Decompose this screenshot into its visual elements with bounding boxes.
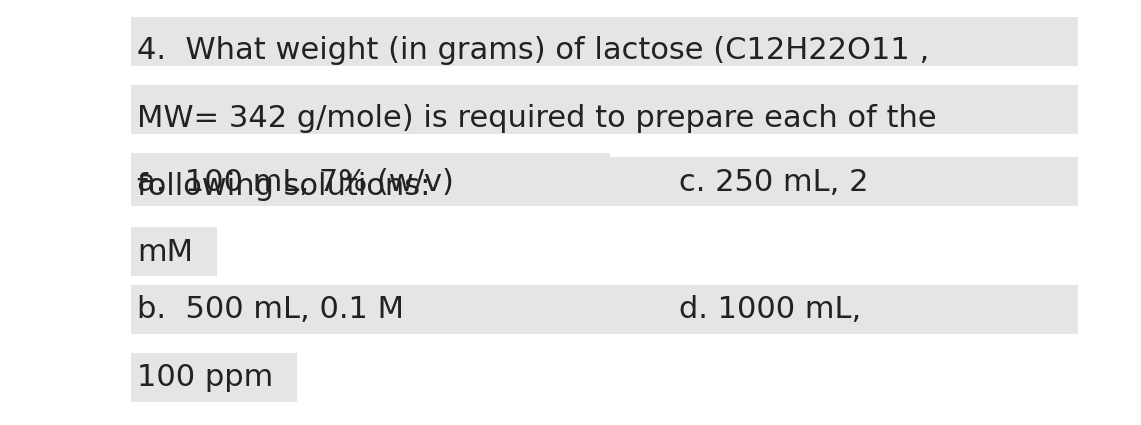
Bar — [131, 285, 1078, 334]
Bar — [131, 85, 1078, 134]
Bar — [131, 153, 610, 202]
Text: following solutions:: following solutions: — [137, 172, 430, 201]
Text: c. 250 mL, 2: c. 250 mL, 2 — [679, 168, 868, 197]
Text: a.  100 mL, 7% (w/v): a. 100 mL, 7% (w/v) — [137, 168, 454, 197]
Text: 4.  What weight (in grams) of lactose (C12H22O11 ,: 4. What weight (in grams) of lactose (C1… — [137, 36, 929, 65]
Text: 100 ppm: 100 ppm — [137, 363, 273, 392]
Bar — [131, 353, 297, 402]
Bar — [131, 227, 217, 276]
Bar — [131, 157, 1078, 206]
Text: MW= 342 g/mole) is required to prepare each of the: MW= 342 g/mole) is required to prepare e… — [137, 104, 937, 133]
Text: b.  500 mL, 0.1 M: b. 500 mL, 0.1 M — [137, 295, 404, 324]
Bar — [131, 17, 1078, 66]
Text: mM: mM — [137, 238, 193, 267]
Text: d. 1000 mL,: d. 1000 mL, — [679, 295, 861, 324]
